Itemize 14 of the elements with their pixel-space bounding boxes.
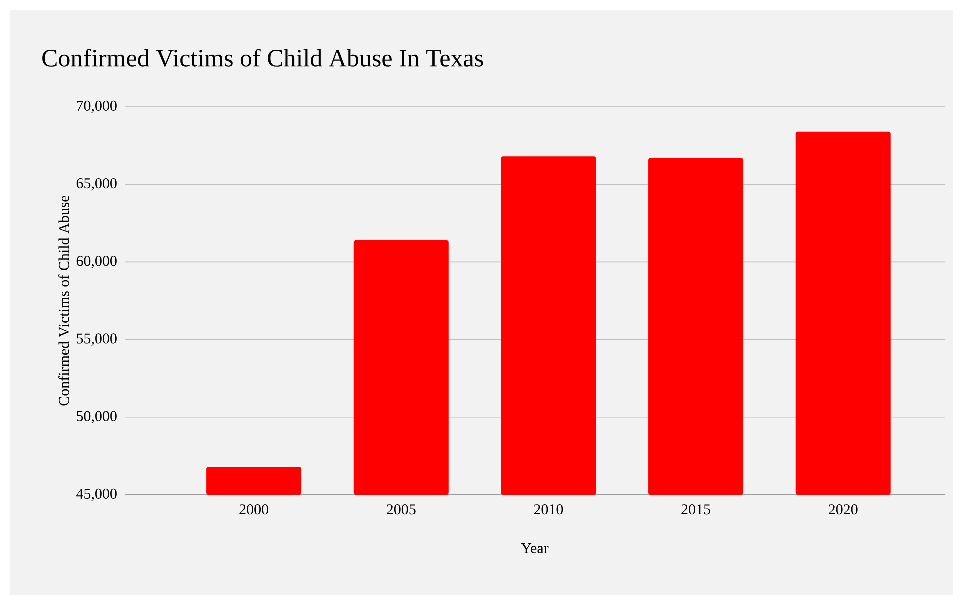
y-tick-label: 60,000 [76, 256, 117, 268]
y-axis-title: Confirmed Victims of Child Abuse [58, 196, 70, 406]
x-tick-label: 2005 [387, 504, 416, 515]
x-tick-label: 2010 [534, 504, 564, 515]
y-tick-label: 70,000 [77, 100, 117, 114]
x-axis-title: Year [521, 544, 549, 554]
y-tick-label: 55,000 [77, 334, 117, 346]
chart-title: Confirmed Victims of Child Abuse In Texas [42, 49, 484, 67]
x-tick-label: 2020 [829, 504, 858, 515]
y-tick-label: 65,000 [76, 178, 117, 191]
y-tick-label: 45,000 [76, 488, 117, 502]
x-tick-label: 2015 [682, 504, 710, 515]
x-tick-label: 2000 [240, 504, 268, 515]
y-tick-label: 50,000 [77, 411, 117, 424]
